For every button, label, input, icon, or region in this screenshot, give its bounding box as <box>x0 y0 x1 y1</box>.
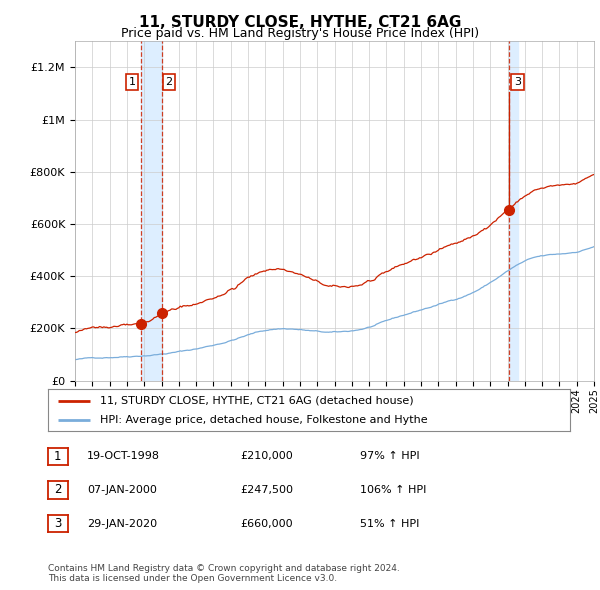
Text: 2: 2 <box>54 483 62 497</box>
Bar <box>141 41 162 381</box>
Text: £660,000: £660,000 <box>240 519 293 529</box>
Text: HPI: Average price, detached house, Folkestone and Hythe: HPI: Average price, detached house, Folk… <box>100 415 428 425</box>
Text: 97% ↑ HPI: 97% ↑ HPI <box>360 451 419 461</box>
Text: 11, STURDY CLOSE, HYTHE, CT21 6AG: 11, STURDY CLOSE, HYTHE, CT21 6AG <box>139 15 461 30</box>
Text: 106% ↑ HPI: 106% ↑ HPI <box>360 485 427 495</box>
Text: Price paid vs. HM Land Registry's House Price Index (HPI): Price paid vs. HM Land Registry's House … <box>121 27 479 40</box>
Text: 1: 1 <box>128 77 136 87</box>
Text: 29-JAN-2020: 29-JAN-2020 <box>87 519 157 529</box>
Text: £210,000: £210,000 <box>240 451 293 461</box>
Text: 3: 3 <box>514 77 521 87</box>
Text: 3: 3 <box>54 517 62 530</box>
Bar <box>509 41 518 381</box>
Text: Contains HM Land Registry data © Crown copyright and database right 2024.
This d: Contains HM Land Registry data © Crown c… <box>48 563 400 583</box>
Text: £247,500: £247,500 <box>240 485 293 495</box>
Text: 07-JAN-2000: 07-JAN-2000 <box>87 485 157 495</box>
Text: 11, STURDY CLOSE, HYTHE, CT21 6AG (detached house): 11, STURDY CLOSE, HYTHE, CT21 6AG (detac… <box>100 396 414 406</box>
Text: 1: 1 <box>54 450 62 463</box>
Text: 19-OCT-1998: 19-OCT-1998 <box>87 451 160 461</box>
Text: 51% ↑ HPI: 51% ↑ HPI <box>360 519 419 529</box>
Text: 2: 2 <box>166 77 173 87</box>
